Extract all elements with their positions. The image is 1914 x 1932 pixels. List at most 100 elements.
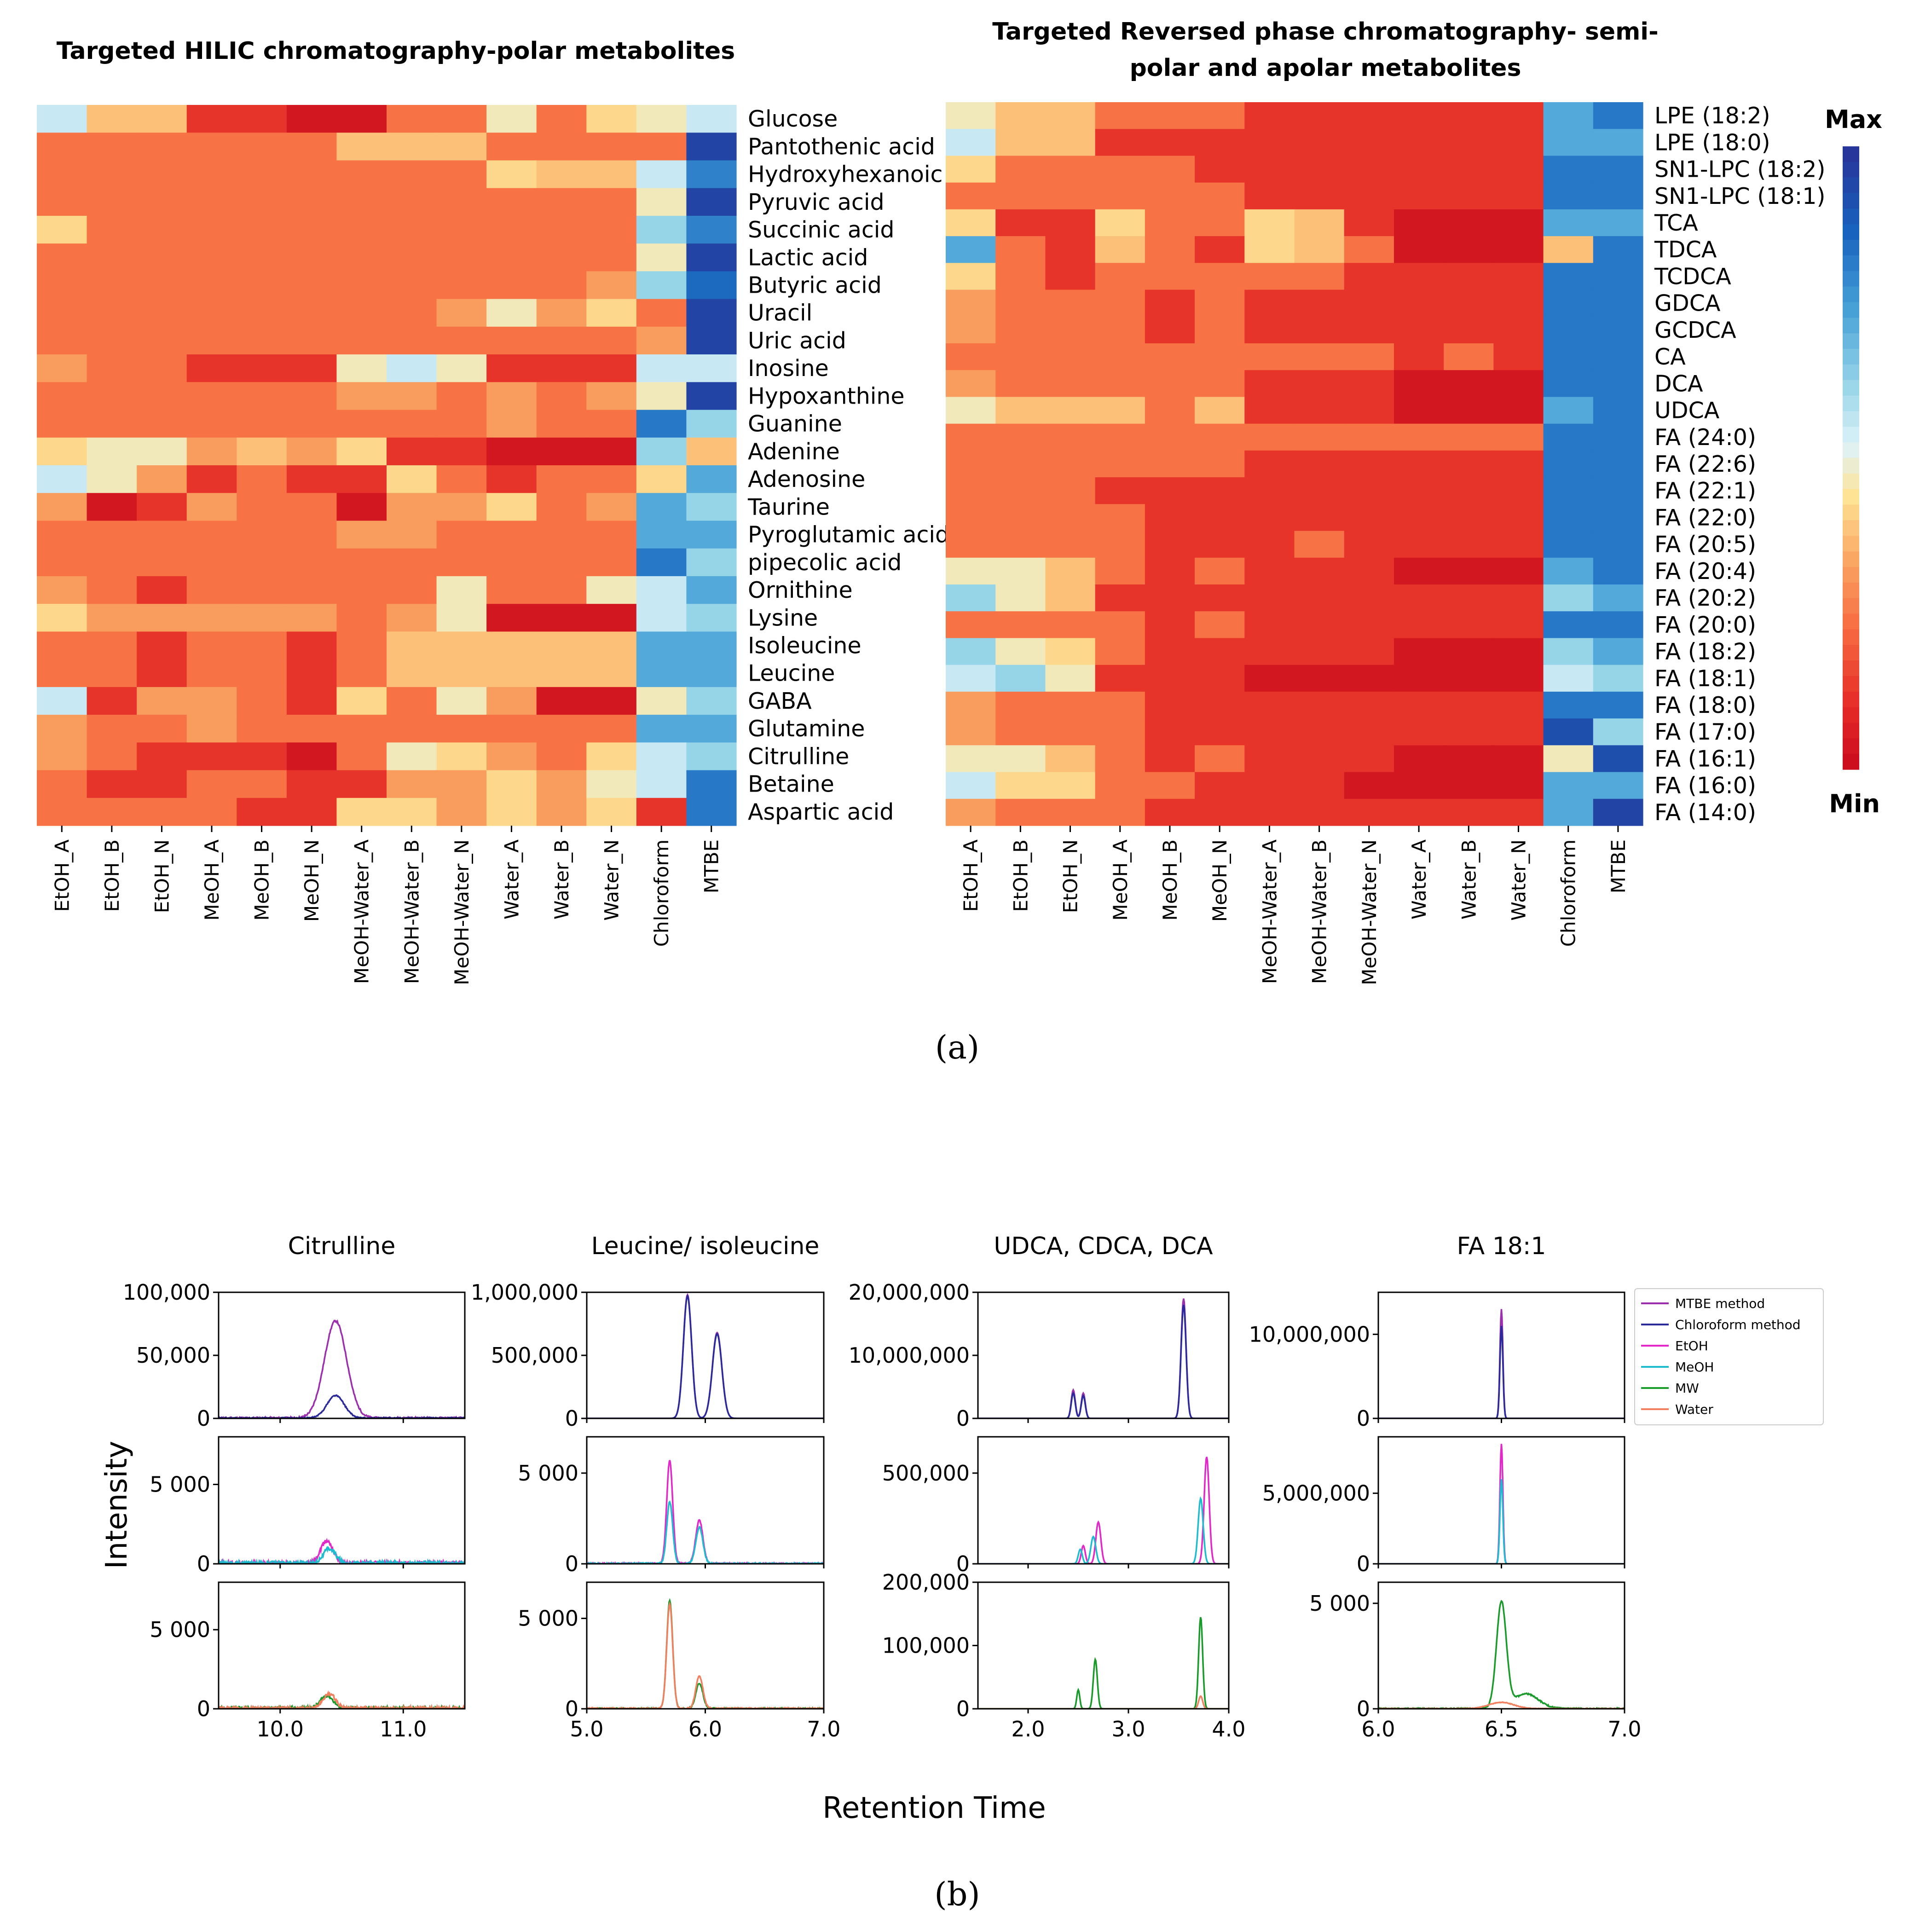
hilic-cell: [636, 548, 687, 577]
panel-b-label: (b): [934, 1875, 980, 1913]
rp-cell: [1045, 584, 1096, 612]
hilic-cell: [586, 770, 637, 798]
hilic-cell: [336, 770, 387, 798]
series-line: [978, 1457, 1229, 1564]
rp-cell: [1195, 236, 1245, 263]
series-line: [219, 1690, 465, 1709]
hilic-cell: [586, 133, 637, 161]
hilic-cell: [286, 576, 337, 604]
legend: MTBE method Chloroform method EtOH MeOH MW Wa…: [1634, 1288, 1824, 1425]
colorbar-segment: [1843, 224, 1859, 240]
rp-cell: [1394, 557, 1444, 585]
hilic-cell: [436, 243, 487, 272]
rp-cell: [1045, 370, 1096, 398]
hilic-col-label: EtOH_N: [150, 839, 173, 913]
hilic-cell: [436, 465, 487, 493]
rp-cell: [1244, 156, 1295, 183]
hilic-cell: [286, 687, 337, 715]
hilic-cell: [686, 326, 737, 355]
hilic-cell: [186, 798, 237, 826]
rp-cell: [1344, 236, 1394, 263]
rp-cell: [1244, 531, 1295, 558]
rp-cell: [1493, 504, 1544, 532]
rp-cell: [1444, 504, 1494, 532]
hilic-cell: [137, 687, 187, 715]
y-tick-label: 5 000: [518, 1606, 578, 1631]
rp-cell: [995, 263, 1046, 290]
rp-cell: [995, 691, 1046, 719]
rp-cell: [1294, 370, 1345, 398]
hilic-cell: [137, 604, 187, 632]
rp-row-label: FA (20:5): [1654, 532, 1756, 558]
rp-row-label: LPE (18:0): [1654, 129, 1770, 156]
rp-cell: [1394, 504, 1444, 532]
rp-cell: [995, 772, 1046, 799]
hilic-cell: [87, 521, 137, 549]
rp-row-label: DCA: [1654, 370, 1703, 397]
rp-cell: [995, 343, 1046, 370]
y-tick-label: 5 000: [150, 1472, 210, 1497]
rp-cell: [1244, 665, 1295, 692]
hilic-cell: [486, 576, 537, 604]
hilic-cell: [87, 410, 137, 438]
hilic-cell: [87, 742, 137, 771]
hilic-cell: [87, 465, 137, 493]
rp-cell: [1195, 557, 1245, 585]
hilic-cell: [586, 243, 637, 272]
rp-cell: [1543, 209, 1594, 237]
x-tick-label: 11.0: [380, 1717, 427, 1741]
rp-cell: [1344, 531, 1394, 558]
rp-cell: [1394, 370, 1444, 398]
rp-cell: [1344, 370, 1394, 398]
rp-cell: [1543, 772, 1594, 799]
hilic-cell: [387, 742, 437, 771]
hilic-cell: [237, 521, 287, 549]
rp-col-label: Water_A: [1408, 839, 1430, 920]
rp-cell: [1593, 718, 1643, 746]
rp-cell: [1045, 343, 1096, 370]
y-tick-label: 0: [1357, 1551, 1370, 1576]
rp-cell: [1145, 665, 1195, 692]
rp-cell: [1294, 584, 1345, 612]
colorbar-segment: [1843, 364, 1859, 381]
hilic-cell: [686, 299, 737, 327]
hilic-cell: [486, 631, 537, 660]
rp-cell: [1145, 263, 1195, 290]
rp-cell: [1045, 423, 1096, 451]
y-tick-label: 0: [197, 1551, 210, 1576]
rp-cell: [1294, 557, 1345, 585]
rp-cell: [1195, 182, 1245, 210]
series-line: [1378, 1325, 1625, 1418]
hilic-cell: [586, 659, 637, 688]
rp-col-label: Water_N: [1507, 839, 1530, 921]
panel-a-label: (a): [935, 1029, 979, 1066]
rp-cell: [1493, 798, 1544, 826]
hilic-cell: [237, 659, 287, 688]
rp-cell: [946, 718, 996, 746]
rp-cell: [1145, 718, 1195, 746]
rp-cell: [1444, 477, 1494, 504]
hilic-cell: [387, 326, 437, 355]
rp-cell: [1244, 611, 1295, 639]
hilic-col-label: Water_A: [500, 839, 523, 920]
rp-cell: [1593, 745, 1643, 773]
hilic-row-label: GABA: [748, 688, 812, 714]
colorbar-segment: [1843, 255, 1859, 272]
rp-cell: [1543, 611, 1594, 639]
rp-cell: [946, 343, 996, 370]
rp-cell: [946, 289, 996, 317]
rp-cell: [1394, 129, 1444, 156]
rp-row-label: FA (20:0): [1654, 612, 1756, 638]
colorbar-segment: [1843, 411, 1859, 427]
rp-cell: [1344, 745, 1394, 773]
rp-cell: [1593, 156, 1643, 183]
hilic-cell: [336, 715, 387, 743]
colorbar-segment: [1843, 427, 1859, 443]
rp-cell: [1444, 745, 1494, 773]
rp-cell: [1593, 289, 1643, 317]
rp-col-label: MeOH-Water_N: [1358, 839, 1381, 985]
hilic-cell: [336, 215, 387, 244]
rp-cell: [1593, 504, 1643, 532]
series-line: [1378, 1701, 1625, 1709]
y-tick-label: 100,000: [123, 1280, 210, 1305]
